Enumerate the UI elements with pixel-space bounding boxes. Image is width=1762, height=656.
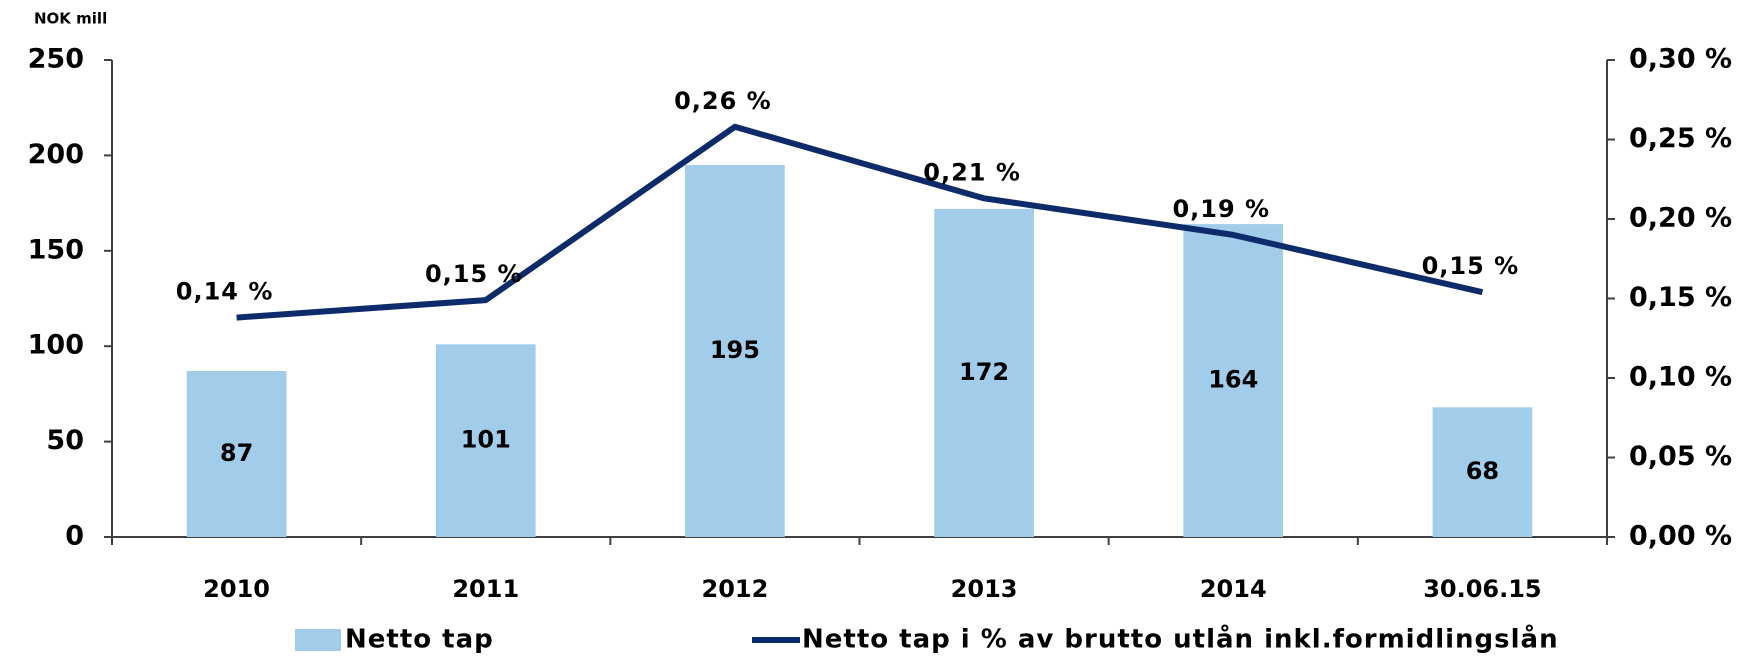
y-tick-label: 50 [46,425,84,456]
x-tick-label: 2014 [1200,575,1267,603]
bar [685,164,785,537]
bar-value-label: 87 [220,439,253,467]
line [236,123,1484,321]
y2-tick-label: 0,20 % [1629,203,1732,234]
y-tick-label: 200 [28,139,84,170]
legend-swatch [295,629,341,651]
bar-value-label: 164 [1208,366,1258,394]
legend-label: Netto tap [345,625,494,655]
bar [186,371,287,537]
y-tick-label: 150 [28,234,84,265]
line-value-label: 0,14 % [176,278,274,306]
y2-tick-label: 0,10 % [1629,362,1732,393]
y2-tick-label: 0,00 % [1629,521,1732,552]
line-value-label: 0,21 % [923,158,1021,186]
bar-value-label: 195 [710,336,760,364]
x-tick-label: 2012 [702,575,769,603]
line-value-label: 0,19 % [1172,195,1270,223]
y-tick-label: 100 [28,330,84,361]
bar [934,208,1034,537]
line-value-label: 0,15 % [425,260,523,288]
x-tick-label: 2011 [452,575,519,603]
bar [1183,224,1284,537]
line-value-label: 0,15 % [1422,252,1520,280]
x-tick-label: 2013 [951,575,1018,603]
bar-value-label: 68 [1466,457,1499,485]
y2-tick-label: 0,25 % [1629,123,1732,154]
x-tick-label: 30.06.15 [1423,575,1541,603]
bar [1432,407,1533,537]
bar-value-label: 172 [959,358,1009,386]
line-value-label: 0,26 % [674,87,772,115]
legend-label: Netto tap i % av brutto utlån inkl.formi… [802,623,1559,655]
x-tick-label: 2010 [203,575,270,603]
y2-tick-label: 0,30 % [1629,44,1732,75]
bar-value-label: 101 [461,426,511,454]
y2-tick-label: 0,05 % [1629,441,1732,472]
bar [435,344,536,537]
y-tick-label: 0 [65,521,84,552]
y2-tick-label: 0,15 % [1629,282,1732,313]
y-tick-label: 250 [28,44,84,75]
y-axis-label: NOK mill [34,10,107,28]
